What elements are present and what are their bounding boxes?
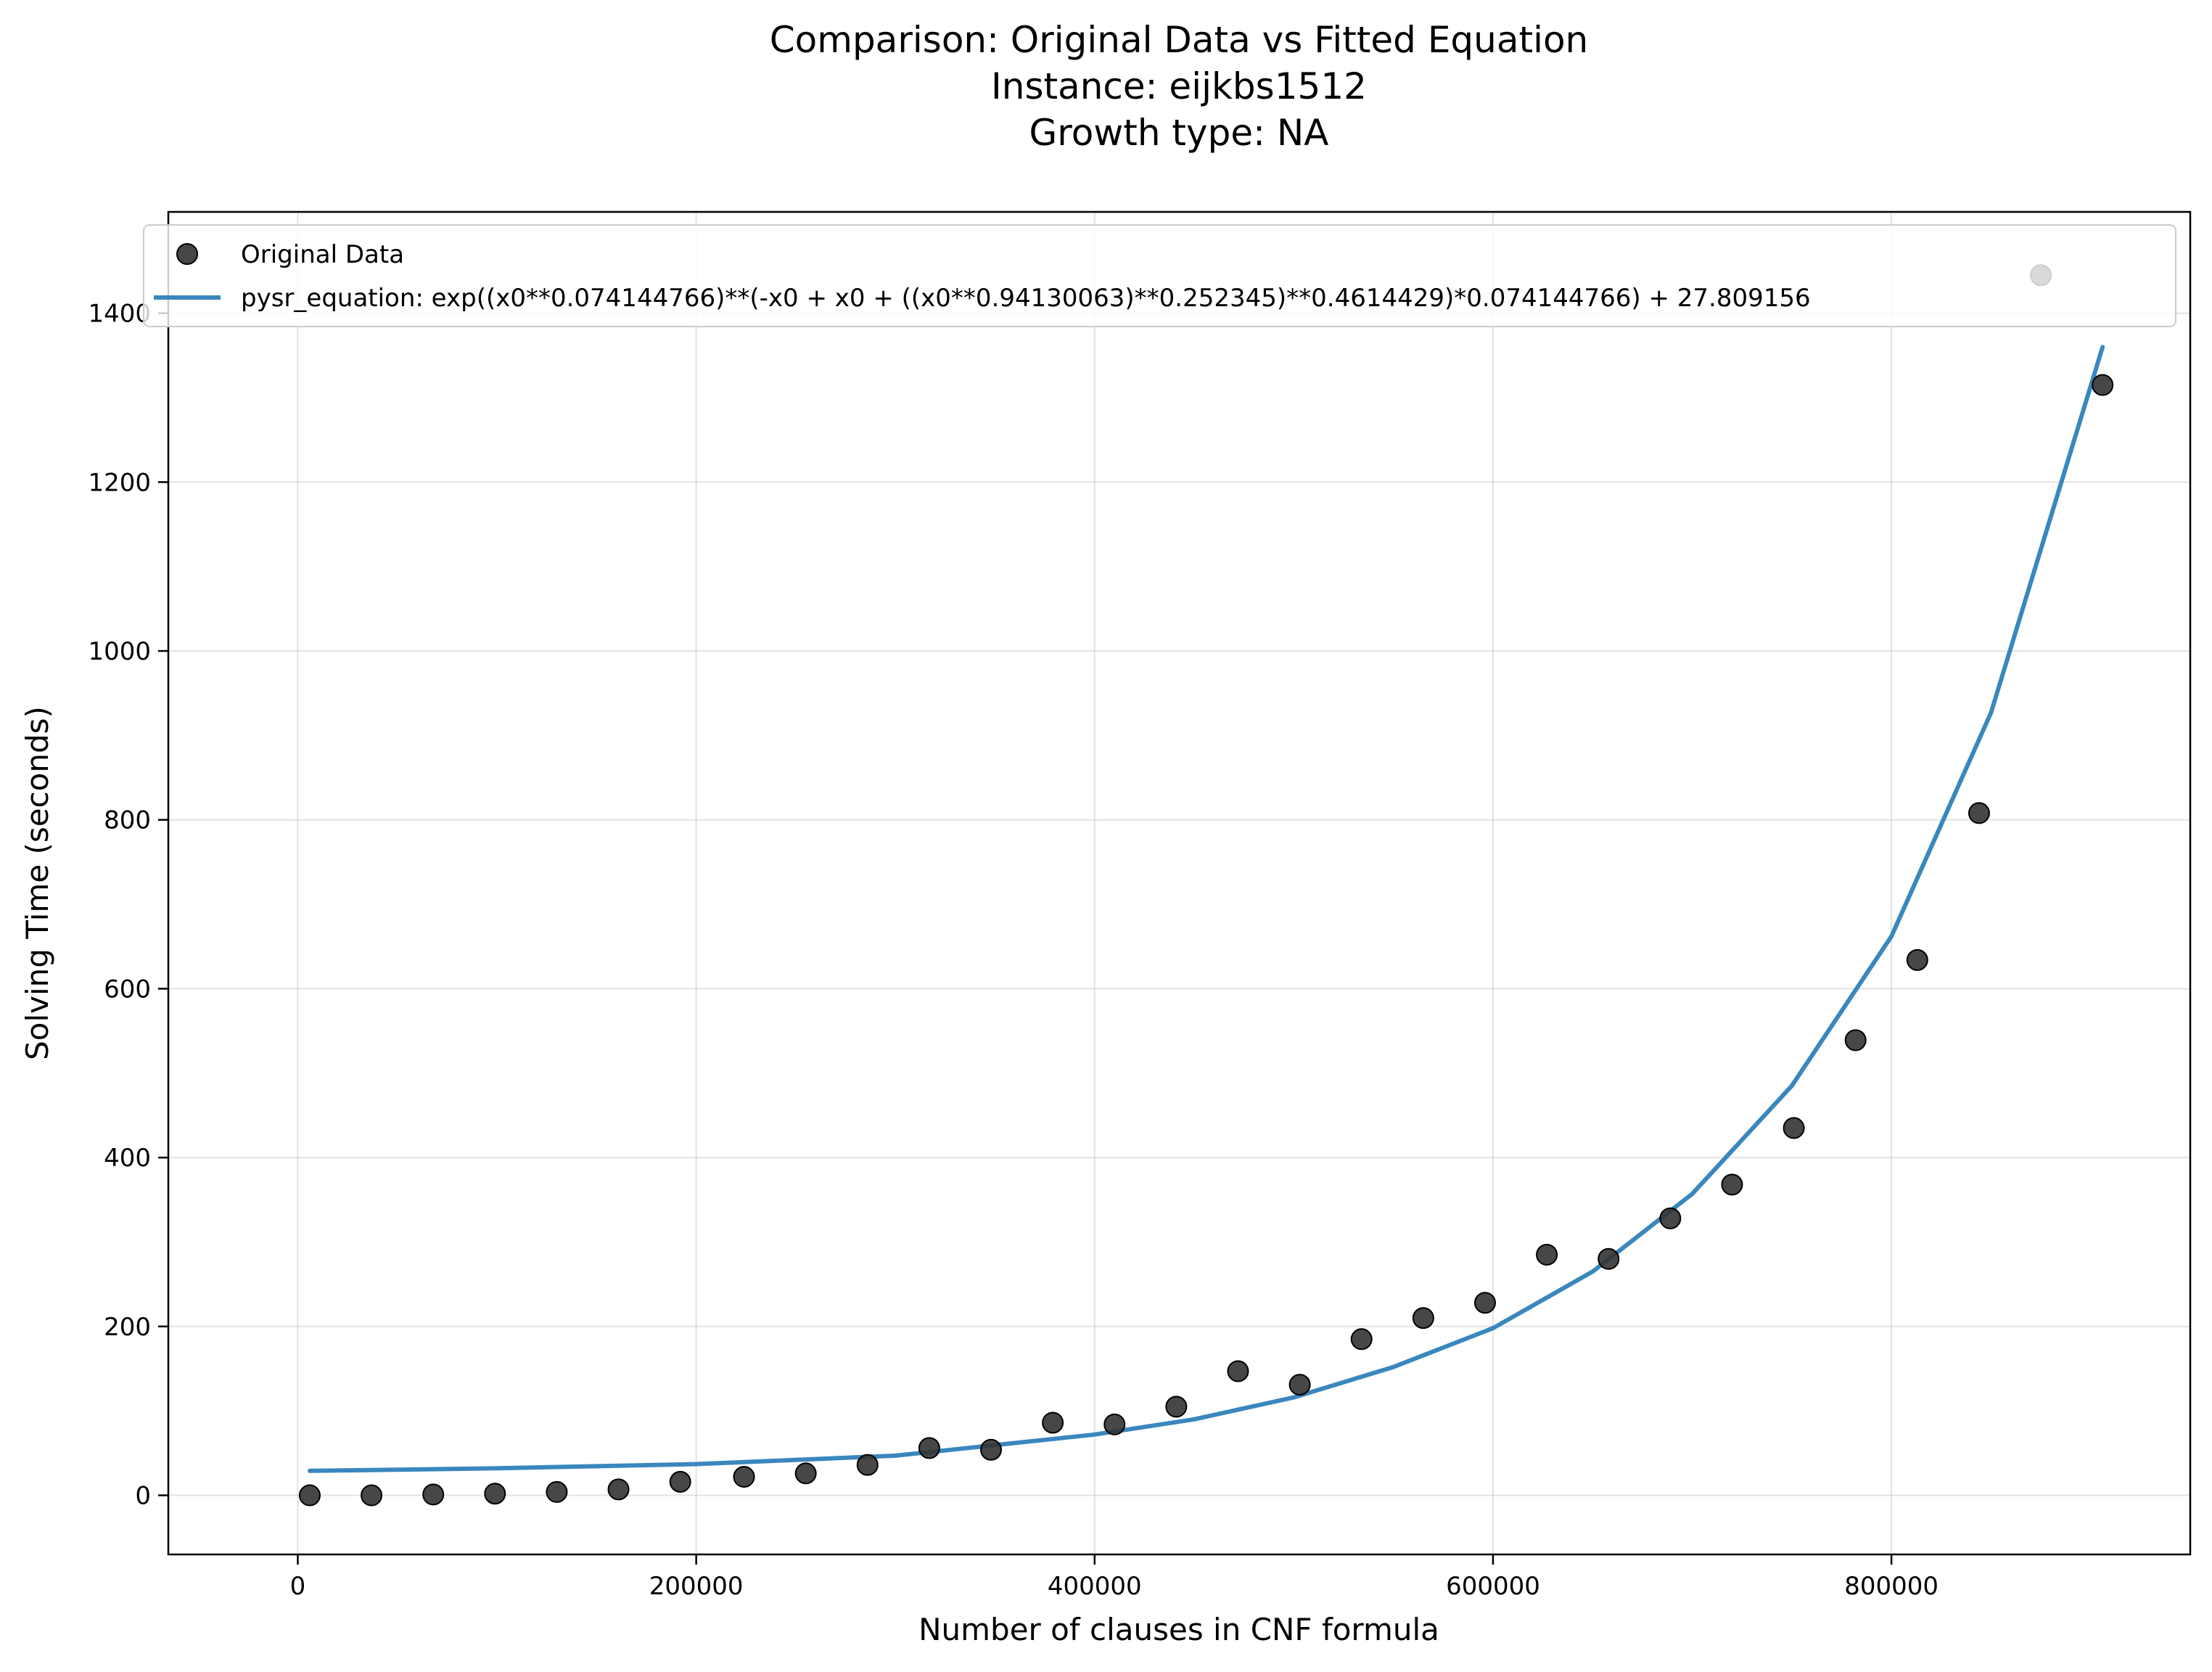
x-tick-label: 600000 — [1446, 1572, 1540, 1601]
y-axis-label: Solving Time (seconds) — [20, 706, 55, 1060]
plot-area — [298, 264, 2114, 1507]
data-point — [733, 1465, 755, 1488]
data-point — [794, 1462, 817, 1485]
data-point — [1968, 802, 1990, 824]
x-tick-label: 400000 — [1048, 1572, 1142, 1601]
data-point — [980, 1438, 1003, 1461]
data-point — [298, 1484, 321, 1507]
title-line: Comparison: Original Data vs Fitted Equa… — [770, 19, 1589, 61]
data-point — [1165, 1396, 1188, 1418]
data-point — [546, 1480, 568, 1503]
x-tick-label: 800000 — [1844, 1572, 1938, 1601]
data-point — [1350, 1328, 1373, 1351]
y-tick-label: 200 — [104, 1313, 151, 1342]
data-point — [607, 1478, 630, 1501]
title-line: Instance: eijkbs1512 — [991, 65, 1367, 107]
y-tick-label: 1200 — [88, 468, 151, 497]
y-tick-label: 800 — [104, 806, 151, 835]
data-point — [2092, 374, 2114, 396]
fitted-equation-line — [308, 345, 2105, 1473]
fitted-line-layer — [308, 345, 2105, 1473]
data-point — [1906, 948, 1928, 971]
data-point — [1598, 1247, 1620, 1270]
data-point — [484, 1483, 506, 1505]
axes-frame — [167, 210, 2192, 1556]
y-tick-label: 400 — [104, 1144, 151, 1173]
legend: Original Data pysr_equation: exp((x0**0.… — [143, 224, 2176, 327]
data-point — [1659, 1207, 1682, 1229]
data-point — [918, 1437, 940, 1459]
data-point — [1844, 1029, 1867, 1052]
data-point — [1042, 1411, 1064, 1434]
data-point — [1288, 1374, 1311, 1396]
data-point — [856, 1454, 879, 1476]
data-point — [1412, 1307, 1434, 1329]
x-axis-label: Number of clauses in CNF formula — [918, 1612, 1439, 1647]
legend-box — [143, 224, 2176, 327]
title-line: Growth type: NA — [1029, 112, 1329, 154]
chart-title: Comparison: Original Data vs Fitted Equa… — [770, 19, 1589, 154]
legend-label-fitted-line: pysr_equation: exp((x0**0.074144766)**(-… — [241, 284, 1811, 313]
data-point — [361, 1484, 383, 1507]
y-tick-label: 1000 — [88, 637, 151, 666]
x-tick-label: 200000 — [649, 1572, 744, 1601]
data-point — [1783, 1117, 1805, 1139]
data-point — [669, 1470, 691, 1493]
data-point — [1103, 1413, 1126, 1435]
legend-marker-original-data — [176, 243, 198, 265]
data-point — [422, 1483, 445, 1506]
y-tick-label: 0 — [135, 1482, 151, 1511]
y-axis-ticks: 0 200 400 600 800 1000 1200 1400 — [88, 300, 168, 1511]
y-tick-label: 600 — [104, 975, 151, 1004]
data-point — [1227, 1360, 1249, 1382]
data-point — [1721, 1173, 1743, 1196]
y-tick-label: 1400 — [88, 300, 151, 329]
x-tick-label: 0 — [290, 1572, 306, 1601]
data-point — [1473, 1292, 1496, 1314]
data-points-layer — [298, 264, 2114, 1507]
grid — [168, 212, 2190, 1554]
x-axis-ticks: 0 200000 400000 600000 800000 — [290, 1554, 1938, 1601]
data-point — [1536, 1243, 1558, 1266]
legend-label-original-data: Original Data — [241, 240, 404, 269]
